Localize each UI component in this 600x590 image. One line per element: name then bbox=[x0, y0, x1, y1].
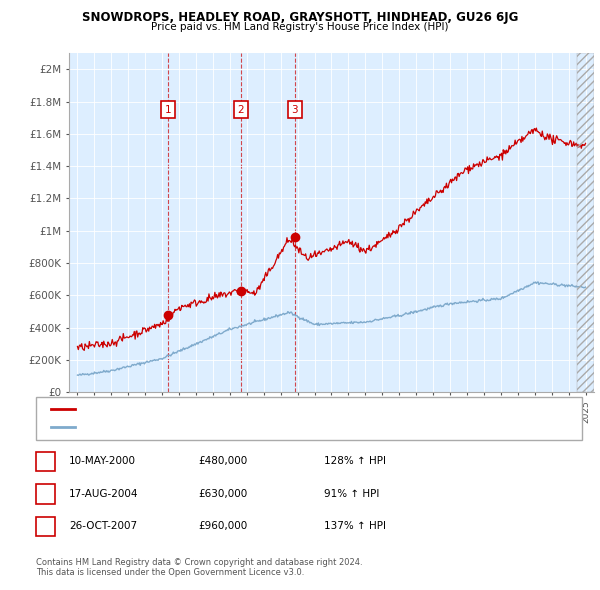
Text: Price paid vs. HM Land Registry's House Price Index (HPI): Price paid vs. HM Land Registry's House … bbox=[151, 22, 449, 32]
Text: Contains HM Land Registry data © Crown copyright and database right 2024.
This d: Contains HM Land Registry data © Crown c… bbox=[36, 558, 362, 577]
Text: 17-AUG-2004: 17-AUG-2004 bbox=[69, 489, 139, 499]
Text: 3: 3 bbox=[42, 522, 49, 531]
Text: 1: 1 bbox=[165, 104, 172, 114]
Text: 91% ↑ HPI: 91% ↑ HPI bbox=[324, 489, 379, 499]
Text: 3: 3 bbox=[291, 104, 298, 114]
Text: £960,000: £960,000 bbox=[198, 522, 247, 531]
Text: 26-OCT-2007: 26-OCT-2007 bbox=[69, 522, 137, 531]
Text: 2: 2 bbox=[42, 489, 49, 499]
Text: 1: 1 bbox=[42, 457, 49, 466]
Text: SNOWDROPS, HEADLEY ROAD, GRAYSHOTT, HINDHEAD, GU26 6JG (detached house): SNOWDROPS, HEADLEY ROAD, GRAYSHOTT, HIND… bbox=[81, 405, 481, 414]
Text: 2: 2 bbox=[237, 104, 244, 114]
Text: 128% ↑ HPI: 128% ↑ HPI bbox=[324, 457, 386, 466]
Text: 137% ↑ HPI: 137% ↑ HPI bbox=[324, 522, 386, 531]
Text: £630,000: £630,000 bbox=[198, 489, 247, 499]
Text: SNOWDROPS, HEADLEY ROAD, GRAYSHOTT, HINDHEAD, GU26 6JG: SNOWDROPS, HEADLEY ROAD, GRAYSHOTT, HIND… bbox=[82, 11, 518, 24]
Text: 10-MAY-2000: 10-MAY-2000 bbox=[69, 457, 136, 466]
Text: £480,000: £480,000 bbox=[198, 457, 247, 466]
Text: HPI: Average price, detached house, East Hampshire: HPI: Average price, detached house, East… bbox=[81, 422, 332, 431]
